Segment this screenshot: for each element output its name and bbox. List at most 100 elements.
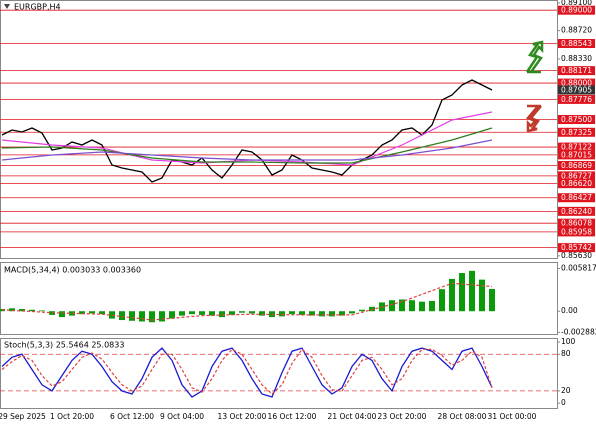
- x-tick-label: 13 Oct 20:00: [218, 412, 267, 421]
- histogram-bar: [129, 311, 135, 321]
- level-label: 0.86240: [561, 207, 592, 216]
- level-label: 0.85742: [561, 243, 592, 252]
- level-label: 0.88171: [561, 66, 592, 75]
- y-tick-label: 0.005817: [561, 263, 596, 272]
- x-tick-label: 1 Oct 20:00: [50, 412, 94, 421]
- histogram-bar: [169, 311, 175, 319]
- histogram-bar: [199, 311, 205, 315]
- level-label: 0.88000: [561, 79, 592, 88]
- histogram-bar: [489, 288, 495, 312]
- histogram-bar: [99, 311, 105, 315]
- x-tick-label: 21 Oct 04:00: [328, 412, 377, 421]
- histogram-bar: [419, 301, 425, 312]
- up-arrow: [525, 40, 544, 74]
- histogram-bar: [149, 311, 155, 323]
- x-tick-label: 9 Oct 04:00: [160, 412, 204, 421]
- histogram-bar: [79, 311, 85, 315]
- histogram-bar: [249, 311, 255, 314]
- histogram-bar: [449, 278, 455, 312]
- x-tick-label: 6 Oct 12:00: [110, 412, 154, 421]
- histogram-bar: [399, 299, 405, 312]
- macd-title: MACD(5,34,4) 0.003033 0.003360: [4, 266, 141, 275]
- level-label-box: [558, 206, 595, 216]
- histogram-bar: [479, 279, 485, 312]
- series-line: [1, 79, 493, 183]
- level-label-box: [558, 127, 595, 137]
- histogram-bar: [209, 311, 215, 316]
- histogram-bar: [139, 311, 145, 322]
- y-tick-label: 0.88720: [561, 26, 592, 35]
- level-label: 0.86427: [561, 193, 592, 202]
- level-label-box: [558, 161, 595, 171]
- y-tick-label: 100: [561, 337, 576, 346]
- level-label-box: [558, 78, 595, 88]
- panel-frame: [0, 262, 558, 335]
- level-label: 0.88543: [561, 39, 592, 48]
- level-label: 0.86727: [561, 171, 592, 180]
- histogram-bar: [359, 309, 365, 312]
- x-tick-label: 23 Oct 20:00: [378, 412, 427, 421]
- level-label: 0.87776: [561, 95, 592, 104]
- level-label-box: [558, 142, 595, 152]
- y-tick-label: 0.89100: [561, 0, 592, 7]
- symbol-icon: [4, 4, 10, 9]
- histogram-bar: [319, 311, 325, 317]
- series-line: [1, 347, 493, 398]
- panel-frame: [0, 338, 558, 409]
- histogram-bar: [59, 311, 65, 318]
- histogram-bar: [459, 273, 465, 312]
- histogram-bar: [229, 311, 235, 315]
- histogram-bar: [289, 311, 295, 315]
- series-line: [1, 127, 493, 164]
- level-label-box: [558, 150, 595, 160]
- y-tick-label: 0.00: [561, 306, 578, 315]
- level-label: 0.87325: [561, 128, 592, 137]
- histogram-bar: [299, 311, 305, 315]
- histogram-bar: [259, 311, 265, 316]
- series-line: [1, 282, 493, 321]
- histogram-bar: [329, 311, 335, 317]
- series-line: [1, 139, 493, 161]
- last-price-box: [558, 85, 595, 95]
- level-label: 0.89000: [561, 6, 592, 15]
- x-tick-label: 31 Oct 00:00: [488, 412, 537, 421]
- chart-title: EURGBP,H4: [14, 3, 61, 12]
- last-price-label: 0.87905: [561, 86, 592, 95]
- y-tick-label: 0.85630: [561, 251, 592, 260]
- level-label-box: [558, 66, 595, 76]
- histogram-bar: [429, 300, 435, 312]
- panel-frame: [0, 0, 558, 259]
- level-label-box: [558, 39, 595, 49]
- histogram-bar: [159, 311, 165, 322]
- x-tick-label: 28 Oct 08:00: [438, 412, 487, 421]
- level-label-box: [558, 193, 595, 203]
- level-label: 0.87015: [561, 150, 592, 159]
- histogram-bar: [309, 311, 315, 316]
- histogram-bar: [219, 311, 225, 318]
- level-label: 0.87500: [561, 115, 592, 124]
- y-tick-label: 0.88330: [561, 54, 592, 63]
- level-label: 0.85958: [561, 227, 592, 236]
- level-label-box: [558, 227, 595, 237]
- level-label-box: [558, 171, 595, 181]
- histogram-bar: [239, 311, 245, 313]
- down-arrow: [525, 104, 542, 133]
- level-label: 0.86869: [561, 161, 592, 170]
- histogram-bar: [179, 311, 185, 316]
- level-label-box: [558, 179, 595, 189]
- level-label-box: [558, 5, 595, 15]
- histogram-bar: [89, 311, 95, 314]
- level-label: 0.86078: [561, 219, 592, 228]
- histogram-bar: [439, 289, 445, 312]
- histogram-bar: [39, 310, 45, 312]
- series-line: [1, 348, 493, 395]
- level-label: 0.87122: [561, 143, 592, 152]
- histogram-bar: [279, 311, 285, 317]
- histogram-bar: [119, 311, 125, 321]
- histogram-bar: [469, 270, 475, 312]
- level-label-box: [558, 218, 595, 228]
- histogram-bar: [389, 300, 395, 312]
- level-label-box: [558, 243, 595, 253]
